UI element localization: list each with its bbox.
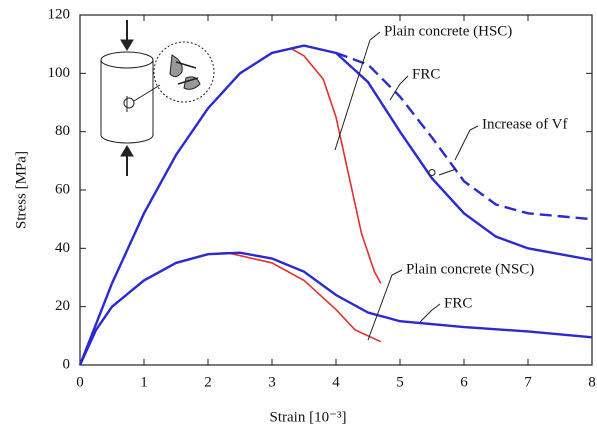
y-tick-label: 100 [48, 65, 71, 81]
y-tick-label: 80 [55, 123, 70, 139]
x-tick-label: 5 [396, 374, 404, 390]
series-label: Increase of Vf [482, 116, 568, 132]
x-tick-label: 4 [332, 374, 340, 390]
line-series [80, 49, 381, 365]
y-axis-label: Stress [MPa] [13, 151, 29, 229]
x-tick-label: 2 [204, 374, 212, 390]
series-label: Plain concrete (HSC) [384, 23, 512, 39]
x-tick-label: 7 [524, 374, 532, 390]
x-tick-label: 1 [140, 374, 148, 390]
vf-marker [429, 170, 435, 176]
y-tick-label: 40 [55, 240, 70, 256]
x-tick-label: 3 [268, 374, 276, 390]
x-tick-label: 0 [76, 374, 84, 390]
x-axis-label: Strain [10⁻³] [270, 409, 347, 425]
line-series [336, 53, 592, 219]
y-tick-label: 0 [63, 356, 71, 372]
x-tick-label: 8 [588, 374, 596, 390]
series-label: Plain concrete (NSC) [406, 261, 534, 277]
leader-line [368, 270, 402, 340]
leader-line [420, 304, 440, 322]
x-tick-label: 6 [460, 374, 468, 390]
series-label: FRC [444, 295, 472, 311]
leader-line [455, 126, 478, 160]
line-series [208, 253, 381, 342]
vf-arrow [439, 169, 456, 175]
series-label: FRC [412, 66, 440, 82]
chart: Strain [10⁻³] Stress [MPa] 0123456780204… [0, 0, 597, 441]
y-tick-label: 60 [55, 181, 70, 197]
y-tick-label: 120 [48, 6, 71, 22]
y-tick-label: 20 [55, 298, 70, 314]
line-series [80, 46, 592, 365]
specimen-sketch [101, 20, 214, 176]
